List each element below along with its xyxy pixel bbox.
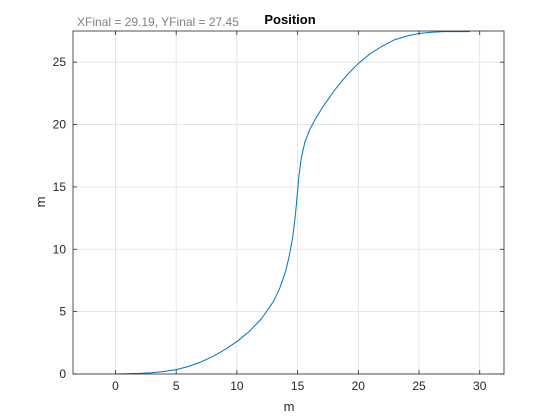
y-tick-label: 20 <box>53 118 67 132</box>
plot-area <box>73 31 504 374</box>
final-position-annotation: XFinal = 29.19, YFinal = 27.45 <box>77 15 239 29</box>
x-tick-label: 20 <box>352 379 366 393</box>
y-tick-label: 0 <box>59 367 66 381</box>
x-axis-label: m <box>284 399 295 414</box>
y-tick-label: 10 <box>53 242 67 256</box>
y-axis-label: m <box>33 197 48 208</box>
y-tick-label: 15 <box>53 180 67 194</box>
x-tick-label: 15 <box>291 379 305 393</box>
x-tick-label: 10 <box>230 379 244 393</box>
y-tick-label: 5 <box>59 305 66 319</box>
y-tick-label: 25 <box>53 55 67 69</box>
x-tick-label: 5 <box>173 379 180 393</box>
x-tick-label: 0 <box>112 379 119 393</box>
x-tick-label: 25 <box>412 379 426 393</box>
x-tick-label: 30 <box>473 379 487 393</box>
chart-title: Position <box>264 12 315 27</box>
